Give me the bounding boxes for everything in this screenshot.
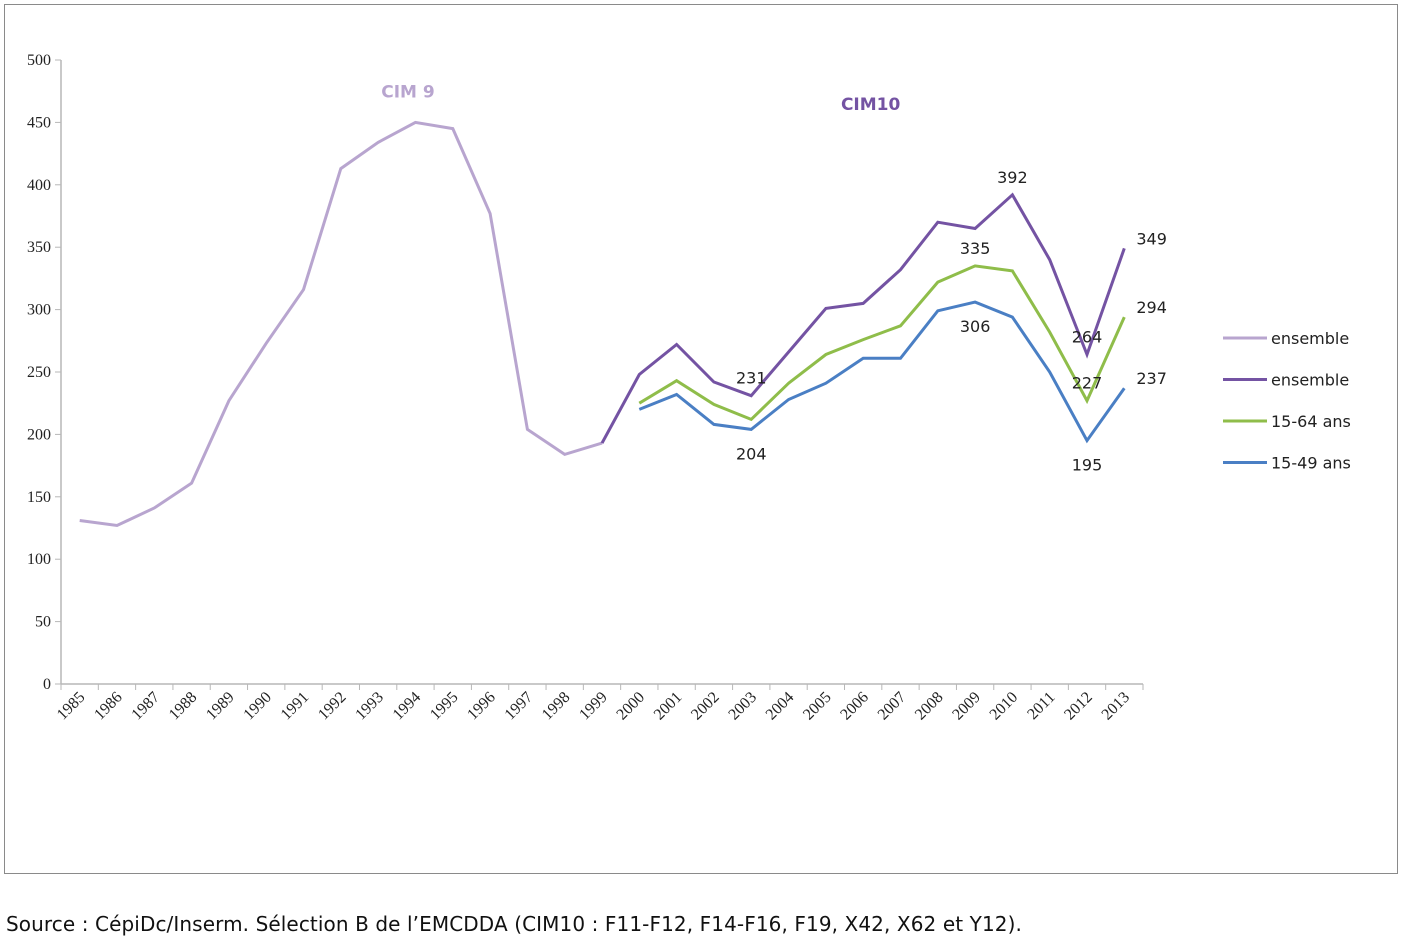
y-tick-label: 100 [27, 551, 51, 568]
x-tick-label: 2005 [800, 689, 835, 724]
data-label: 294 [1136, 298, 1167, 317]
x-tick-label: 1999 [576, 689, 611, 724]
data-label: 237 [1136, 369, 1167, 388]
y-tick-label: 500 [27, 52, 51, 69]
x-tick-label: 1991 [278, 689, 313, 724]
x-tick-label: 2000 [613, 689, 648, 724]
x-tick-label: 1989 [203, 689, 238, 724]
x-tick-label: 1986 [91, 689, 126, 724]
x-tick-label: 2013 [1099, 689, 1134, 724]
x-tick-label: 2007 [875, 689, 910, 724]
data-label: 349 [1136, 229, 1167, 248]
y-tick-label: 350 [27, 239, 51, 256]
y-tick-label: 50 [35, 614, 51, 631]
x-tick-label: 2012 [1061, 689, 1096, 724]
x-tick-label: 1987 [128, 689, 163, 724]
series-line-2 [638, 264, 1126, 422]
data-label: 306 [960, 317, 991, 336]
legend-label-3: 15-49 ans [1271, 454, 1351, 473]
y-tick-label: 0 [43, 676, 51, 693]
x-tick-label: 1990 [240, 689, 275, 724]
x-tick-label: 2004 [763, 689, 798, 724]
x-tick-label: 2011 [1024, 689, 1058, 723]
y-tick-label: 400 [27, 177, 51, 194]
x-tick-label: 1985 [54, 689, 89, 724]
y-tick-label: 300 [27, 302, 51, 319]
source-note: Source : CépiDc/Inserm. Sélection B de l… [6, 912, 1022, 936]
chart-frame [4, 4, 1398, 874]
series-line-3 [638, 300, 1126, 444]
legend-label-1: ensemble [1271, 371, 1349, 390]
data-label: 231 [736, 369, 767, 388]
y-tick-label: 450 [27, 114, 51, 131]
data-labels: 231 392 264 349 335 227 294 204 306 195 237 [736, 168, 1167, 475]
data-label: 227 [1072, 374, 1103, 393]
legend: ensemble ensemble 15-64 ans 15-49 ans [1223, 329, 1351, 473]
data-label: 195 [1072, 456, 1103, 475]
x-tick-label: 2006 [837, 689, 872, 724]
series-line-0 [79, 120, 603, 528]
x-tick-label: 1988 [166, 689, 201, 724]
x-tick-label: 1998 [539, 689, 574, 724]
series-layer [79, 120, 1126, 528]
x-tick-label: 2010 [987, 689, 1022, 724]
legend-label-0: ensemble [1271, 329, 1349, 348]
x-tick-label: 1995 [427, 689, 462, 724]
annotation-label: CIM10 [841, 95, 901, 115]
y-tick-label: 250 [27, 364, 51, 381]
series-line-1 [600, 192, 1126, 444]
x-tick-label: 2001 [651, 689, 686, 724]
x-tick-label: 2002 [688, 689, 723, 724]
data-label: 264 [1072, 328, 1103, 347]
data-label: 335 [960, 239, 991, 258]
x-tick-label: 2008 [912, 689, 947, 724]
x-tick-label: 1993 [352, 689, 387, 724]
x-tick-label: 1996 [464, 689, 499, 724]
annotations: CIM 9 CIM10 [381, 82, 900, 114]
x-tick-label: 1992 [315, 689, 350, 724]
x-tick-label: 1994 [390, 689, 425, 724]
y-tick-label: 150 [27, 489, 51, 506]
x-tick-label: 1997 [502, 689, 537, 724]
data-label: 204 [736, 444, 767, 463]
data-label: 392 [997, 168, 1028, 187]
x-tick-label: 2003 [725, 689, 760, 724]
legend-label-2: 15-64 ans [1271, 412, 1351, 431]
x-tick-label: 2009 [949, 689, 984, 724]
y-tick-label: 200 [27, 426, 51, 443]
annotation-label: CIM 9 [381, 82, 434, 102]
